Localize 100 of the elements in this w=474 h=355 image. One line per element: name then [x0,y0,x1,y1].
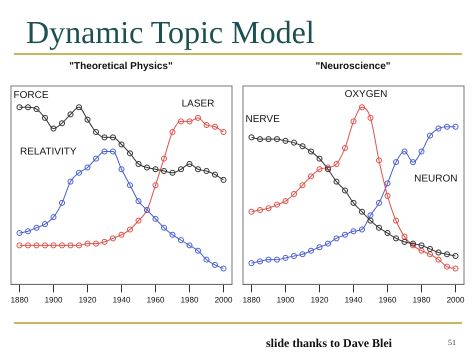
point [359,226,365,232]
x-tick-label: 1880 [242,295,261,304]
chart-title: "Neuroscience" [315,60,391,72]
point [127,150,133,156]
point [161,168,167,174]
point [186,160,192,167]
point [136,198,142,204]
point [16,104,22,110]
point [436,256,442,263]
point [282,138,288,144]
x-tick-label: 1980 [412,295,431,304]
x-tick-label: 1880 [10,295,29,304]
point [118,232,124,238]
point [427,246,433,252]
point [300,143,306,150]
point [16,230,22,236]
point [350,200,356,206]
point [178,166,184,172]
series-label: NERVE [246,114,280,126]
point [102,238,108,245]
point [308,148,314,155]
point [334,235,340,242]
point [84,116,90,123]
point [102,134,108,140]
point [50,126,56,132]
point [212,172,218,178]
point [368,114,374,121]
point [212,124,218,130]
point [84,164,90,170]
point [93,156,99,162]
point [186,118,192,124]
point [25,104,31,110]
point [410,159,416,166]
x-tick-label: 1980 [180,295,199,304]
point [350,228,356,234]
point [325,240,331,247]
point [376,224,382,231]
point [452,265,458,272]
text: slide thanks to Dave Blei [266,336,392,351]
point [274,202,280,208]
series-label: FORCE [14,90,49,102]
point [16,242,22,248]
point [418,148,424,155]
point [291,253,297,260]
x-tick-label: 2000 [446,295,465,304]
point [282,198,288,204]
point [204,122,210,128]
point [418,248,424,254]
point [402,148,408,155]
point [384,180,390,186]
point [93,129,99,136]
point [257,136,263,142]
point [152,216,158,222]
chart-title: "Theoretical Physics" [69,60,173,72]
point [436,126,442,132]
x-tick-label: 1920 [310,295,329,304]
point [50,214,56,220]
point [418,242,424,248]
point [50,242,56,248]
text: Dynamic Topic Model [26,14,315,51]
x-tick-label: 1940 [344,295,363,304]
point [76,104,82,110]
point [376,157,382,164]
point [204,168,210,174]
series-label: LASER [182,98,214,110]
series-label: RELATIVITY [20,146,77,158]
point [186,242,192,248]
point [342,188,348,194]
point [144,164,150,170]
point [452,124,458,130]
x-tick-label: 1960 [146,295,165,304]
point [266,256,272,263]
point [266,205,272,212]
point [68,242,74,248]
point [393,159,399,166]
point [93,240,99,247]
point [34,242,40,248]
point [136,218,142,224]
point [34,224,40,231]
point [161,156,167,162]
point [316,166,322,172]
point [402,238,408,245]
x-tick-label: 2000 [214,295,233,304]
point [393,218,399,224]
point [257,207,263,213]
point [384,230,390,236]
point [266,136,272,142]
x-tick-label: 1900 [276,295,295,304]
point [136,160,142,167]
point [161,224,167,231]
point [170,170,176,176]
point [42,221,48,228]
point [368,218,374,224]
point [248,260,254,266]
point [68,111,74,118]
point [257,258,263,264]
series-label: NEURON [414,173,458,184]
point [300,182,306,188]
point [368,212,374,218]
x-tick-label: 1920 [78,295,97,304]
